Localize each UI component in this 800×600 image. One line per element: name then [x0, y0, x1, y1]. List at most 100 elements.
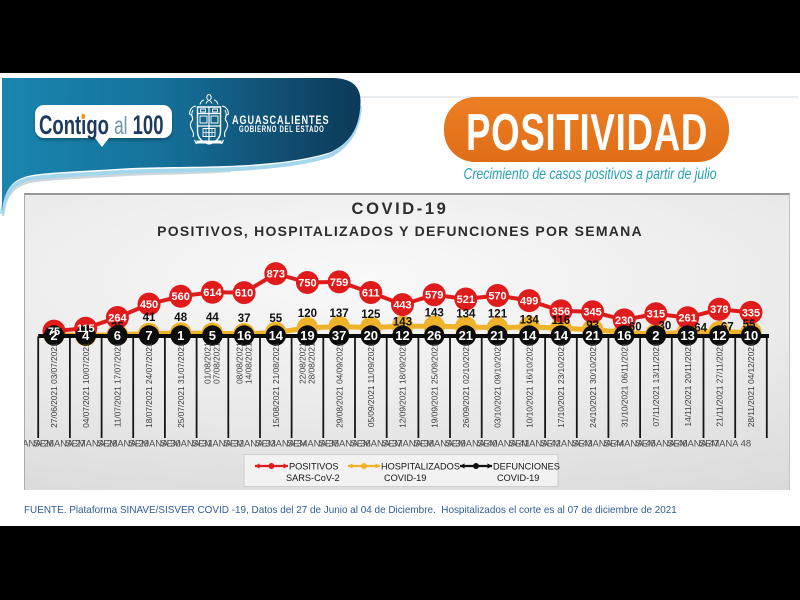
- svg-text:SEMANA 43: SEMANA 43: [541, 437, 593, 448]
- svg-text:67: 67: [721, 321, 734, 333]
- svg-text:27/06/2021 03/07/2021: 27/06/2021 03/07/2021: [49, 342, 59, 428]
- svg-text:15/08/2021 21/08/2021: 15/08/2021 21/08/2021: [271, 342, 281, 428]
- svg-text:31/10/2021 06/11/2021: 31/10/2021 06/11/2021: [619, 342, 629, 427]
- svg-text:335: 335: [742, 307, 760, 319]
- svg-text:2: 2: [652, 328, 659, 343]
- svg-text:11/07/2021 17/07/2021: 11/07/2021 17/07/2021: [113, 342, 123, 427]
- svg-text:SEMANA 48: SEMANA 48: [699, 437, 751, 448]
- svg-text:SEMANA 45: SEMANA 45: [604, 437, 656, 448]
- svg-text:614: 614: [203, 287, 222, 299]
- svg-text:7: 7: [145, 328, 152, 343]
- svg-text:29/08/2021 04/09/2021: 29/08/2021 04/09/2021: [334, 342, 344, 428]
- svg-text:570: 570: [488, 290, 506, 302]
- svg-text:SEMANA 44: SEMANA 44: [572, 437, 624, 448]
- svg-text:COVID-19: COVID-19: [384, 473, 426, 483]
- svg-text:10: 10: [744, 328, 758, 343]
- svg-text:SEMANA 37: SEMANA 37: [350, 437, 402, 448]
- svg-text:SEMANA 46: SEMANA 46: [636, 437, 688, 448]
- svg-text:4: 4: [82, 328, 90, 343]
- svg-text:SEMANA 29: SEMANA 29: [97, 437, 149, 448]
- svg-text:443: 443: [393, 299, 411, 311]
- svg-text:18/07/2021 24/07/2021: 18/07/2021 24/07/2021: [144, 342, 154, 428]
- svg-text:20: 20: [364, 328, 378, 343]
- svg-text:315: 315: [647, 308, 665, 320]
- svg-text:HOSPITALIZADOS: HOSPITALIZADOS: [381, 461, 460, 471]
- svg-text:579: 579: [425, 289, 443, 301]
- svg-text:873: 873: [267, 268, 285, 280]
- svg-text:21: 21: [585, 328, 599, 343]
- svg-text:55: 55: [269, 313, 282, 325]
- svg-text:21: 21: [459, 328, 473, 343]
- svg-text:16: 16: [617, 328, 631, 343]
- svg-text:SEMANA 42: SEMANA 42: [509, 437, 561, 448]
- svg-text:264: 264: [108, 312, 127, 324]
- svg-text:SARS-CoV-2: SARS-CoV-2: [286, 473, 340, 483]
- svg-text:37: 37: [238, 313, 251, 325]
- svg-text:41: 41: [143, 312, 156, 324]
- svg-text:499: 499: [520, 295, 538, 307]
- svg-text:64: 64: [694, 322, 707, 334]
- svg-text:SEMANA 34: SEMANA 34: [255, 437, 307, 448]
- svg-text:25/07/2021 31/07/2021: 25/07/2021 31/07/2021: [176, 342, 186, 428]
- svg-text:28/08/2021: 28/08/2021: [307, 342, 317, 384]
- svg-text:COVID-19: COVID-19: [497, 473, 539, 483]
- svg-text:SEMANA 36: SEMANA 36: [319, 437, 371, 448]
- svg-text:14: 14: [522, 328, 537, 343]
- svg-text:230: 230: [615, 314, 633, 326]
- svg-text:21/11/2021 27/11/2021: 21/11/2021 27/11/2021: [715, 342, 725, 426]
- svg-text:SEMANA 41: SEMANA 41: [477, 437, 529, 448]
- svg-text:345: 345: [583, 306, 601, 318]
- svg-text:08/08/2021: 08/08/2021: [234, 342, 244, 384]
- svg-text:121: 121: [488, 308, 508, 320]
- svg-text:SEMANA 39: SEMANA 39: [414, 437, 466, 448]
- svg-text:14: 14: [269, 328, 284, 343]
- svg-text:19: 19: [300, 328, 314, 343]
- svg-text:60: 60: [629, 321, 642, 333]
- svg-text:2: 2: [50, 328, 57, 343]
- svg-text:19/09/2021 25/09/2021: 19/09/2021 25/09/2021: [429, 342, 439, 428]
- svg-text:610: 610: [235, 287, 253, 299]
- svg-text:261: 261: [678, 312, 696, 324]
- svg-text:21: 21: [490, 328, 504, 343]
- svg-text:13: 13: [680, 328, 694, 343]
- svg-text:75: 75: [48, 326, 60, 338]
- svg-text:12: 12: [395, 328, 409, 343]
- svg-text:120: 120: [298, 308, 317, 320]
- svg-text:16: 16: [237, 328, 251, 343]
- svg-text:750: 750: [298, 277, 316, 289]
- svg-text:SEMANA 33: SEMANA 33: [224, 437, 276, 448]
- svg-text:SEMANA 38: SEMANA 38: [382, 437, 434, 448]
- svg-text:SEMANA 30: SEMANA 30: [129, 437, 181, 448]
- svg-text:611: 611: [362, 287, 380, 299]
- svg-text:14: 14: [554, 328, 569, 343]
- svg-text:SEMANA 40: SEMANA 40: [445, 437, 497, 448]
- svg-text:1: 1: [177, 328, 184, 343]
- svg-text:14/11/2021 20/11/2021: 14/11/2021 20/11/2021: [683, 342, 693, 426]
- svg-text:125: 125: [361, 309, 381, 321]
- svg-text:6: 6: [114, 328, 121, 343]
- svg-text:143: 143: [393, 316, 412, 328]
- svg-text:5: 5: [209, 328, 216, 343]
- svg-text:560: 560: [172, 291, 190, 303]
- svg-text:28/11/2021 04/12/2021: 28/11/2021 04/12/2021: [746, 342, 756, 427]
- svg-text:SEMANA 47: SEMANA 47: [667, 437, 719, 448]
- svg-text:25: 25: [111, 321, 124, 333]
- svg-text:93: 93: [586, 320, 599, 332]
- svg-text:03/10/2021 09/10/2021: 03/10/2021 09/10/2021: [493, 342, 503, 428]
- svg-text:134: 134: [520, 314, 540, 326]
- svg-text:44: 44: [206, 312, 219, 324]
- svg-text:07/11/2021 13/11/2021: 07/11/2021 13/11/2021: [651, 342, 661, 426]
- svg-text:521: 521: [457, 293, 475, 305]
- svg-text:143: 143: [425, 307, 444, 319]
- svg-text:01/08/2021: 01/08/2021: [203, 342, 213, 384]
- svg-text:134: 134: [456, 308, 476, 320]
- svg-text:SEMANA 32: SEMANA 32: [192, 437, 244, 448]
- svg-text:14/08/2021: 14/08/2021: [243, 342, 253, 384]
- svg-text:378: 378: [710, 304, 728, 316]
- svg-text:116: 116: [552, 315, 571, 327]
- svg-text:04/07/2021 10/07/2021: 04/07/2021 10/07/2021: [81, 342, 91, 428]
- svg-text:SEMANA 26: SEMANA 26: [24, 437, 54, 448]
- svg-text:10/10/2021 16/10/2021: 10/10/2021 16/10/2021: [524, 342, 534, 428]
- svg-text:SEMANA 27: SEMANA 27: [34, 437, 86, 448]
- svg-text:07/08/2021: 07/08/2021: [212, 342, 222, 384]
